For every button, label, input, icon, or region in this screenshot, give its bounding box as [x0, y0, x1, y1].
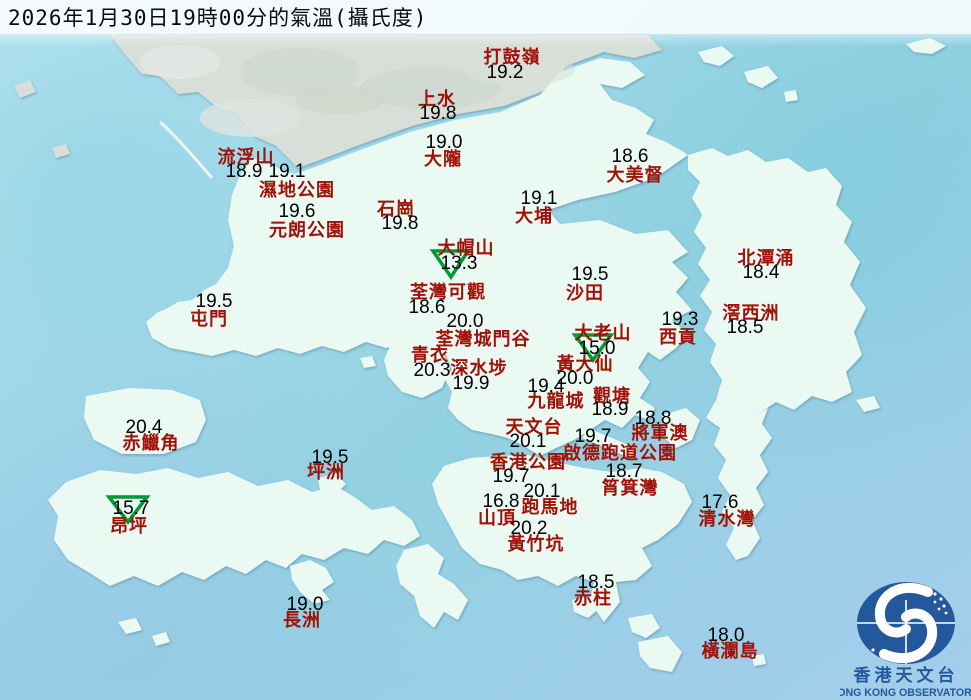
record-low-markers: [105, 249, 615, 525]
tsing-yi-island: [384, 340, 450, 398]
hong-kong-island: [432, 455, 692, 622]
airport-island: [84, 388, 206, 454]
tseung-kwan-o-land: [662, 408, 700, 448]
kau-sai-chau-island: [740, 324, 776, 370]
clearwater-bay-peninsula: [706, 400, 772, 560]
record-low-triangle-icon: [429, 249, 472, 281]
logo-chinese-name: 香港天文台: [854, 665, 959, 685]
lamma-island: [396, 544, 468, 628]
waglan-islet: [752, 654, 766, 666]
peng-chau-island: [318, 474, 346, 494]
title-bar: 2026年1月30日19時00分的氣溫(攝氏度): [0, 0, 971, 46]
record-low-triangle-icon: [105, 495, 151, 525]
hko-logo: 香港天文台 HONG KONG OBSERVATORY: [840, 582, 971, 699]
typhoon-swirl-icon: [874, 582, 933, 638]
kai-tak-strip: [582, 428, 636, 458]
map-title: 2026年1月30日19時00分的氣溫(攝氏度): [8, 6, 428, 30]
new-territories-kowloon-landmass: [146, 58, 692, 456]
record-low-triangle-icon: [571, 333, 615, 363]
shenzhen-bay-bridge: [159, 120, 214, 179]
cheung-chau-island: [290, 560, 334, 604]
po-toi-islands: [628, 614, 660, 638]
logo-english-name: HONG KONG OBSERVATORY: [840, 687, 971, 699]
